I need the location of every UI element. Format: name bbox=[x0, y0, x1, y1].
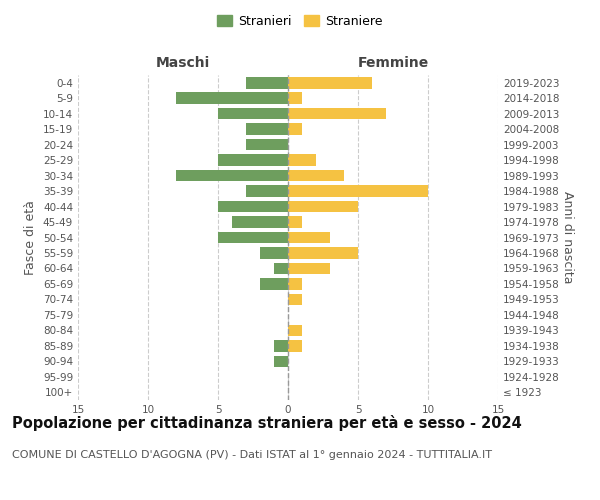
Bar bbox=[288, 278, 302, 289]
Bar bbox=[218, 200, 288, 212]
Bar bbox=[246, 124, 288, 135]
Bar bbox=[176, 92, 288, 104]
Bar bbox=[274, 340, 288, 351]
Bar bbox=[288, 232, 330, 243]
Bar bbox=[288, 170, 344, 181]
Bar bbox=[246, 77, 288, 88]
Bar bbox=[288, 154, 316, 166]
Legend: Stranieri, Straniere: Stranieri, Straniere bbox=[213, 11, 387, 32]
Bar bbox=[260, 247, 288, 259]
Bar bbox=[288, 124, 302, 135]
Bar bbox=[218, 154, 288, 166]
Bar bbox=[260, 278, 288, 289]
Bar bbox=[288, 108, 386, 120]
Y-axis label: Fasce di età: Fasce di età bbox=[25, 200, 37, 275]
Text: Popolazione per cittadinanza straniera per età e sesso - 2024: Popolazione per cittadinanza straniera p… bbox=[12, 415, 522, 431]
Text: Maschi: Maschi bbox=[156, 56, 210, 70]
Bar bbox=[274, 262, 288, 274]
Bar bbox=[246, 139, 288, 150]
Bar bbox=[288, 294, 302, 305]
Text: COMUNE DI CASTELLO D'AGOGNA (PV) - Dati ISTAT al 1° gennaio 2024 - TUTTITALIA.IT: COMUNE DI CASTELLO D'AGOGNA (PV) - Dati … bbox=[12, 450, 492, 460]
Bar bbox=[288, 186, 428, 197]
Bar bbox=[288, 92, 302, 104]
Y-axis label: Anni di nascita: Anni di nascita bbox=[560, 191, 574, 284]
Bar bbox=[176, 170, 288, 181]
Bar bbox=[288, 216, 302, 228]
Bar bbox=[232, 216, 288, 228]
Bar bbox=[274, 356, 288, 367]
Bar bbox=[246, 186, 288, 197]
Bar bbox=[288, 262, 330, 274]
Bar bbox=[288, 324, 302, 336]
Bar bbox=[288, 340, 302, 351]
Bar bbox=[288, 200, 358, 212]
Text: Femmine: Femmine bbox=[358, 56, 428, 70]
Bar bbox=[288, 77, 372, 88]
Bar bbox=[288, 247, 358, 259]
Bar bbox=[218, 232, 288, 243]
Bar bbox=[218, 108, 288, 120]
